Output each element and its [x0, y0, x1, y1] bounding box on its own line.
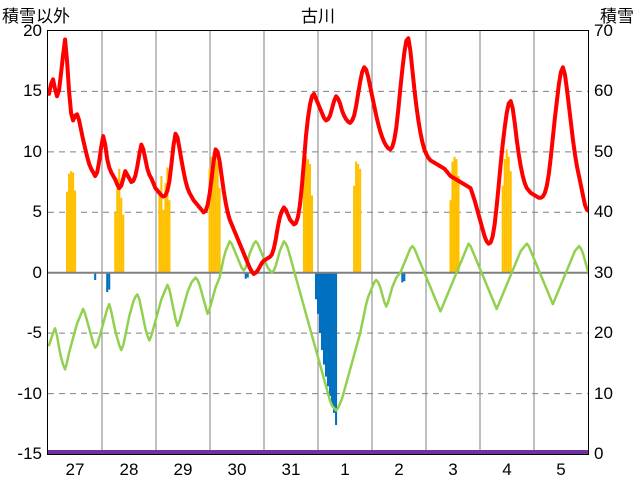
- y-tick-left: 20: [23, 21, 42, 40]
- left-axis-title: 積雪以外: [2, 7, 70, 26]
- y-tick-left: 0: [32, 262, 42, 282]
- x-tick: 27: [65, 460, 85, 479]
- x-tick: 31: [281, 460, 301, 479]
- y-tick-left: -15: [17, 444, 42, 463]
- y-tick-left: -10: [17, 383, 42, 403]
- y-tick-left: 10: [23, 141, 42, 161]
- y-tick-left: -5: [26, 323, 42, 343]
- y-axis-left: -15 -10 -5 0 5 10 15 20: [0, 21, 42, 463]
- y-tick-right: 50: [594, 141, 613, 161]
- y-axis-right: 0 10 20 30 40 50 60 70: [594, 21, 636, 463]
- x-tick: 5: [556, 460, 566, 479]
- y-tick-right: 30: [594, 262, 613, 282]
- y-tick-right: 10: [594, 383, 613, 403]
- chart-title: 古川: [301, 7, 335, 26]
- x-tick: 29: [173, 460, 193, 479]
- x-axis: 27 28 29 30 31 1 2 3 4 5: [47, 458, 589, 488]
- y-tick-right: 70: [594, 21, 613, 40]
- y-tick-right: 0: [594, 444, 604, 463]
- y-tick-left: 5: [32, 202, 42, 222]
- x-tick: 30: [227, 460, 247, 479]
- x-tick: 3: [448, 460, 458, 479]
- x-tick: 2: [394, 460, 404, 479]
- x-tick: 4: [502, 460, 512, 479]
- right-axis-title: 積雪: [600, 7, 634, 26]
- y-tick-right: 60: [594, 81, 613, 101]
- plot-svg: [48, 31, 588, 454]
- x-tick: 1: [340, 460, 350, 479]
- y-tick-right: 40: [594, 202, 613, 222]
- y-tick-right: 20: [594, 323, 613, 343]
- plot-area: [47, 30, 589, 455]
- y-tick-left: 15: [23, 81, 42, 101]
- x-tick: 28: [119, 460, 139, 479]
